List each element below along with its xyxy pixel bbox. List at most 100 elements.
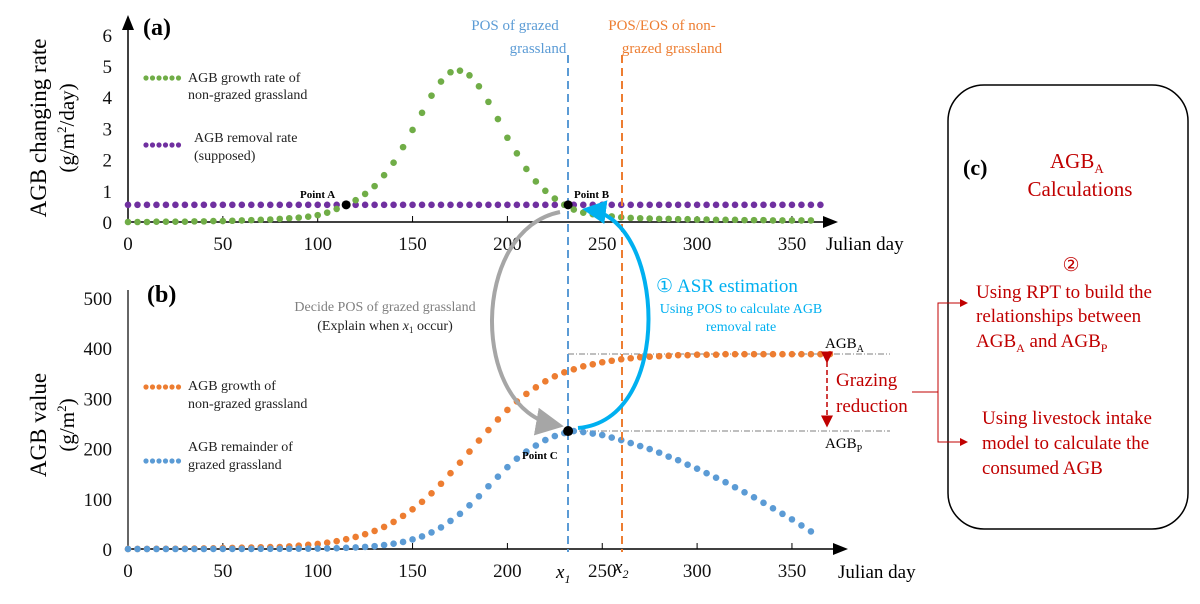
panel-c-title: AGBA xyxy=(1050,149,1104,176)
agb-growth-point xyxy=(399,512,407,520)
legend-orange: AGB growth of non-grazed grassland xyxy=(143,379,307,412)
removal-rate-point xyxy=(494,201,502,209)
removal-rate-point xyxy=(257,201,265,209)
growth-rate-point xyxy=(200,218,208,225)
legend-marker xyxy=(162,142,169,148)
growth-rate-point xyxy=(276,215,284,223)
removal-rate-point xyxy=(181,201,189,209)
removal-rate-point xyxy=(352,201,359,209)
agb-remainder-point xyxy=(352,544,359,551)
removal-rate-point xyxy=(542,201,549,209)
growth-rate-point xyxy=(769,217,777,224)
point-c-label: Point C xyxy=(522,450,558,462)
removal-rate-point xyxy=(579,201,587,209)
agb-growth-point xyxy=(674,351,682,359)
legend-marker xyxy=(162,384,169,390)
removal-rate-point xyxy=(646,201,653,209)
agb-remainder-point xyxy=(285,545,293,553)
removal-rate-point xyxy=(684,201,691,209)
legend-marker xyxy=(162,75,169,81)
x-tick-label: 0 xyxy=(123,234,133,255)
y-tick-label: 400 xyxy=(84,339,113,360)
growth-rate-point xyxy=(551,195,559,202)
x-tick-label: 250 xyxy=(588,234,617,255)
agb-remainder-point xyxy=(380,541,388,549)
x-tick-label: 300 xyxy=(683,561,712,582)
legend-marker xyxy=(149,142,156,148)
agb-remainder-point xyxy=(219,545,227,553)
growth-rate-point xyxy=(570,206,578,213)
agb-growth-point xyxy=(466,448,473,455)
agb-remainder-point xyxy=(779,510,786,518)
x-tick-label: 50 xyxy=(213,234,232,255)
x-tick-label: 300 xyxy=(683,234,712,255)
agb-growth-point xyxy=(428,489,435,497)
agb-remainder-point xyxy=(722,478,729,486)
agb-remainder-point xyxy=(200,545,208,553)
y-tick-label: 0 xyxy=(103,213,113,234)
removal-rate-point xyxy=(276,201,284,209)
agb-growth-point xyxy=(760,350,767,358)
growth-rate-point xyxy=(323,209,331,216)
agb-growth-point xyxy=(532,384,540,391)
agb-remainder-point xyxy=(608,434,616,441)
removal-rate-point xyxy=(598,201,606,209)
agb-growth-point xyxy=(779,350,786,358)
agb-growth-point xyxy=(570,365,578,373)
removal-rate-point xyxy=(788,201,796,209)
growth-rate-point xyxy=(456,67,464,74)
agb-remainder-point xyxy=(229,545,236,553)
growth-rate-point xyxy=(532,178,540,185)
removal-rate-point xyxy=(143,201,151,209)
pos-grazed-label-2: grassland xyxy=(510,41,567,57)
removal-rate-point xyxy=(447,201,454,209)
agb-remainder-point xyxy=(124,545,132,553)
removal-rate-point xyxy=(200,201,208,209)
growth-rate-point xyxy=(731,216,739,224)
agb-growth-point xyxy=(551,373,559,380)
agb-remainder-point xyxy=(693,465,701,472)
agb-growth-point xyxy=(390,518,397,526)
agb-remainder-point xyxy=(665,453,672,460)
y-tick-label: 100 xyxy=(84,490,113,511)
legend-marker xyxy=(156,458,162,464)
agb-remainder-point xyxy=(494,473,502,481)
removal-rate-point xyxy=(266,201,274,209)
removal-rate-point xyxy=(703,201,710,209)
legend-marker xyxy=(143,458,149,464)
removal-rate-point xyxy=(807,201,815,209)
point-c-marker xyxy=(563,426,574,437)
legend-blue: AGB remainder of grazed grassland xyxy=(143,440,293,473)
agb-growth-point xyxy=(646,353,653,361)
agb-remainder-point xyxy=(542,436,549,444)
removal-rate-point xyxy=(456,201,464,209)
growth-rate-point xyxy=(779,217,786,224)
agb-remainder-point xyxy=(314,545,322,552)
rpt-text: Using RPT to build the xyxy=(976,282,1152,303)
agb-remainder-point xyxy=(210,545,217,553)
legend-marker xyxy=(169,458,175,464)
agb-remainder-point xyxy=(143,545,151,553)
agb-remainder-point xyxy=(731,483,739,491)
agb-remainder-point xyxy=(323,545,331,552)
agb-remainder-point xyxy=(257,545,265,553)
x1-label: x1 xyxy=(555,562,570,586)
agb-remainder-point xyxy=(750,493,758,501)
agb-remainder-point xyxy=(333,544,340,552)
intake-text: Using livestock intake xyxy=(982,408,1152,429)
removal-rate-point xyxy=(172,201,179,209)
growth-rate-point xyxy=(712,216,720,224)
legend-text: non-grazed grassland xyxy=(188,397,307,412)
agb-remainder-point xyxy=(266,545,274,553)
step-2-number: ② xyxy=(1062,255,1079,276)
legend-marker xyxy=(143,75,149,81)
agb-remainder-point xyxy=(361,543,369,551)
agb-remainder-point xyxy=(295,545,303,552)
pos-eos-label: POS/EOS of non- xyxy=(608,18,716,34)
agb-remainder-point xyxy=(447,517,454,525)
growth-rate-point xyxy=(409,126,416,134)
growth-rate-point xyxy=(485,98,492,106)
panel-c-label: (c) xyxy=(963,155,987,180)
growth-rate-point xyxy=(646,215,653,222)
decide-pos-arrow xyxy=(490,210,564,436)
